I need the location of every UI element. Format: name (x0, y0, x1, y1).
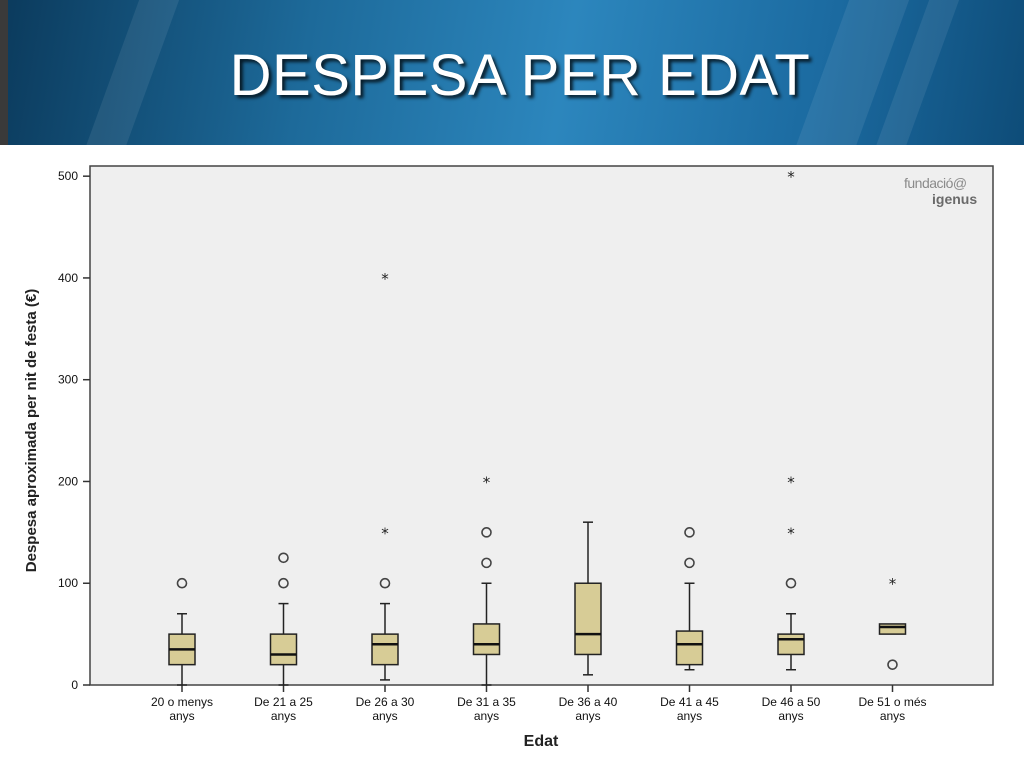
extreme-point: * (381, 524, 389, 542)
y-axis-title: Despesa aproximada per nit de festa (€) (23, 289, 40, 572)
outlier-point (684, 557, 695, 569)
chart-panel: 0 100 200 300 400 500 Despesa aproximada per n… (5, 152, 1019, 763)
x-tick-label: De 41 a 45 (660, 695, 719, 709)
y-tick-label: 0 (71, 678, 78, 692)
outlier-point (887, 659, 898, 670)
x-tick-label: De 21 a 25 (254, 695, 313, 709)
outlier-point (684, 527, 695, 538)
x-tick-label-sub: anys (880, 709, 905, 723)
box-iqr (878, 623, 907, 635)
outlier-point (278, 577, 289, 589)
x-tick-label-sub: anys (169, 709, 194, 723)
y-tick-label: 500 (58, 169, 78, 183)
banner-edge (0, 0, 8, 145)
extreme-point: * (483, 473, 491, 491)
x-tick-label-sub: anys (474, 709, 499, 723)
x-tick-label: De 26 a 30 (356, 695, 415, 709)
outlier-point (785, 577, 797, 589)
y-tick-label: 200 (58, 474, 78, 488)
y-tick-label: 400 (58, 271, 78, 285)
box-iqr (269, 633, 298, 666)
extreme-point: * (889, 575, 897, 593)
slide-title: DESPESA PER EDAT (229, 43, 811, 108)
box-iqr (371, 633, 399, 666)
x-tick-label-sub: anys (575, 709, 600, 723)
boxplot-chart: 0 100 200 300 400 500 Despesa aproximada per n… (23, 165, 994, 750)
box-iqr (472, 623, 501, 656)
extreme-point: * (787, 473, 795, 491)
logo-line1: fundació@ (904, 175, 967, 191)
x-tick-label: 20 o menys (151, 695, 213, 709)
outlier-point (176, 577, 188, 589)
x-tick-label-sub: anys (677, 709, 702, 723)
x-tick-label: De 36 a 40 (559, 695, 618, 709)
y-tick-label: 300 (58, 373, 78, 387)
outlier-point (278, 552, 289, 564)
outlier-point (481, 557, 492, 569)
extreme-point: * (787, 524, 795, 542)
extreme-point: * (381, 270, 389, 288)
x-tick-label-sub: anys (372, 709, 397, 723)
x-tick-label: De 46 a 50 (762, 695, 821, 709)
fundacio-igenus-logo: fundació@ igenus (904, 175, 982, 207)
x-tick-label-sub: anys (271, 709, 296, 723)
outlier-point (379, 577, 391, 589)
x-tick-label: De 31 a 35 (457, 695, 516, 709)
box-iqr (574, 582, 602, 656)
title-banner (0, 0, 1024, 145)
box-iqr (675, 630, 704, 666)
outlier-point (481, 527, 492, 538)
y-tick-label: 100 (58, 576, 78, 590)
x-tick-label: De 51 o més (858, 695, 926, 709)
x-tick-label-sub: anys (778, 709, 803, 723)
logo-line2: igenus (932, 191, 978, 207)
plot-area (89, 165, 994, 686)
x-axis-title: Edat (524, 733, 559, 750)
extreme-point: * (787, 168, 795, 186)
box-iqr (777, 633, 805, 656)
